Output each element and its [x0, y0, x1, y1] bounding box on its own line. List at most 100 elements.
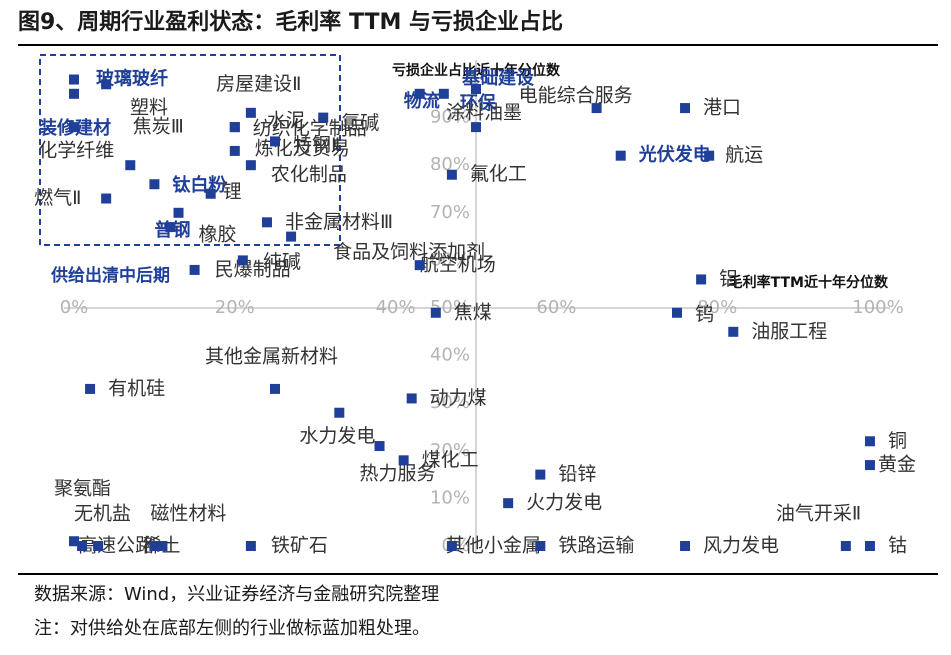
x-tick-label: 80% — [697, 297, 737, 318]
point-label: 航空机场 — [420, 254, 496, 276]
data-point — [446, 169, 457, 180]
data-point — [398, 455, 409, 466]
point-label: 钛白粉 — [172, 174, 226, 196]
data-point — [680, 103, 691, 114]
bold-note: 注：对供给处在底部左侧的行业做标蓝加粗处理。 — [34, 618, 430, 639]
point-label: 火力发电 — [526, 492, 602, 514]
point-label: 风力发电 — [703, 535, 779, 557]
data-point — [446, 541, 457, 551]
data-point — [430, 307, 441, 318]
point-label: 黄金 — [878, 454, 916, 476]
data-point — [615, 150, 626, 161]
point-label: 铁路运输 — [558, 535, 634, 557]
point-label: 橡胶 — [199, 223, 237, 245]
point-label: 油气开采Ⅱ — [776, 503, 861, 525]
quadrant-note: 供给出清中后期 — [50, 265, 170, 286]
dashed-quadrant-box: 供给出清中后期 — [39, 54, 341, 286]
point-label: 钨 — [695, 303, 714, 325]
data-point — [149, 179, 160, 190]
data-point — [438, 88, 449, 99]
point-label: 铜 — [888, 430, 907, 452]
data-point — [189, 264, 200, 275]
data-point — [503, 498, 514, 509]
data-point — [101, 193, 112, 204]
y-tick-label: 90% — [430, 107, 470, 128]
point-label: 氟化工 — [470, 163, 527, 185]
data-point — [245, 541, 256, 551]
x-tick-label: 100% — [852, 297, 903, 318]
point-label: 化学纤维 — [38, 140, 114, 162]
point-label: 磁性材料 — [150, 503, 226, 525]
data-point — [165, 222, 176, 233]
point-label: 塑料 — [130, 96, 168, 118]
data-point — [864, 436, 875, 447]
point-label: 炼化及贸易 — [255, 137, 350, 159]
data-point — [414, 260, 425, 271]
point-label: 基础建设 — [461, 67, 534, 89]
data-point — [535, 469, 546, 480]
x-axis-title: 毛利率TTM近十年分位数 — [729, 274, 889, 291]
point-label: 煤化工 — [422, 449, 479, 471]
axes-layer: 0%20%40%60%80%100%0%10%20%30%40%50%60%70… — [60, 60, 904, 556]
data-point — [125, 160, 136, 171]
data-point — [261, 217, 272, 228]
point-label: 热力服务 — [360, 463, 436, 485]
data-point — [157, 541, 168, 551]
point-label: 纺织化学制品 — [253, 118, 367, 140]
y-tick-label: 10% — [430, 487, 470, 508]
data-point — [270, 136, 280, 147]
data-point — [85, 383, 96, 394]
data-point — [270, 383, 280, 394]
y-tick-label: 40% — [430, 345, 470, 366]
point-label: 无机盐 — [74, 503, 131, 525]
point-label: 钴 — [888, 535, 907, 557]
source-note: 数据来源：Wind，兴业证券经济与金融研究院整理 — [34, 584, 440, 605]
y-tick-label: 70% — [430, 202, 470, 223]
data-point — [245, 107, 256, 118]
point-label: 农化制品 — [271, 164, 347, 186]
data-point — [471, 122, 481, 133]
data-point — [696, 274, 707, 285]
y-tick-label: 60% — [430, 249, 470, 270]
point-label: 燃气Ⅱ — [34, 187, 81, 209]
data-point — [680, 541, 691, 551]
data-point — [101, 79, 112, 90]
figure-title: 图9、周期行业盈利状态：毛利率 TTM 与亏损企业占比 — [18, 10, 564, 35]
data-point — [406, 393, 417, 404]
data-point — [229, 122, 240, 133]
data-point — [173, 207, 184, 218]
scatter-chart: 0%20%40%60%80%100%0%10%20%30%40%50%60%70… — [34, 54, 916, 557]
point-label: 港口 — [703, 97, 741, 119]
data-point — [69, 88, 79, 99]
x-tick-label: 20% — [215, 297, 255, 318]
point-label: 航运 — [725, 144, 763, 166]
point-label: 电能综合服务 — [519, 85, 633, 107]
point-label: 铅锌 — [558, 463, 596, 485]
dashed-box — [39, 54, 341, 246]
title-rule — [18, 44, 938, 46]
point-label: 氯碱 — [341, 112, 379, 134]
data-point — [728, 326, 739, 337]
data-point — [77, 541, 88, 551]
y-axis-title: 亏损企业占比近十年分位数 — [392, 62, 561, 79]
data-point — [229, 145, 240, 156]
y-tick-label: 30% — [430, 392, 470, 413]
data-point — [864, 460, 875, 471]
data-point — [318, 112, 329, 123]
x-tick-label: 40% — [376, 297, 416, 318]
point-label: 聚氨酯 — [54, 478, 111, 500]
point-label: 光伏发电 — [638, 144, 711, 166]
y-tick-label: 80% — [430, 154, 470, 175]
point-label: 非金属材料Ⅲ — [285, 211, 393, 233]
point-labels-layer: 玻璃玻纤塑料房屋建设Ⅱ装修建材焦炭Ⅲ水泥氯碱纺织化学制品特钢Ⅱ物流环保基础建设涂… — [34, 67, 916, 556]
point-label: 铝 — [719, 268, 738, 290]
bottom-rule — [18, 573, 938, 575]
data-point — [245, 160, 256, 171]
data-point — [672, 307, 682, 318]
point-label: 玻璃玻纤 — [96, 68, 168, 90]
data-point — [69, 122, 79, 133]
point-label: 纯碱 — [263, 251, 301, 273]
data-point — [205, 188, 216, 199]
x-tick-label: 60% — [536, 297, 576, 318]
point-label: 动力煤 — [430, 387, 487, 409]
